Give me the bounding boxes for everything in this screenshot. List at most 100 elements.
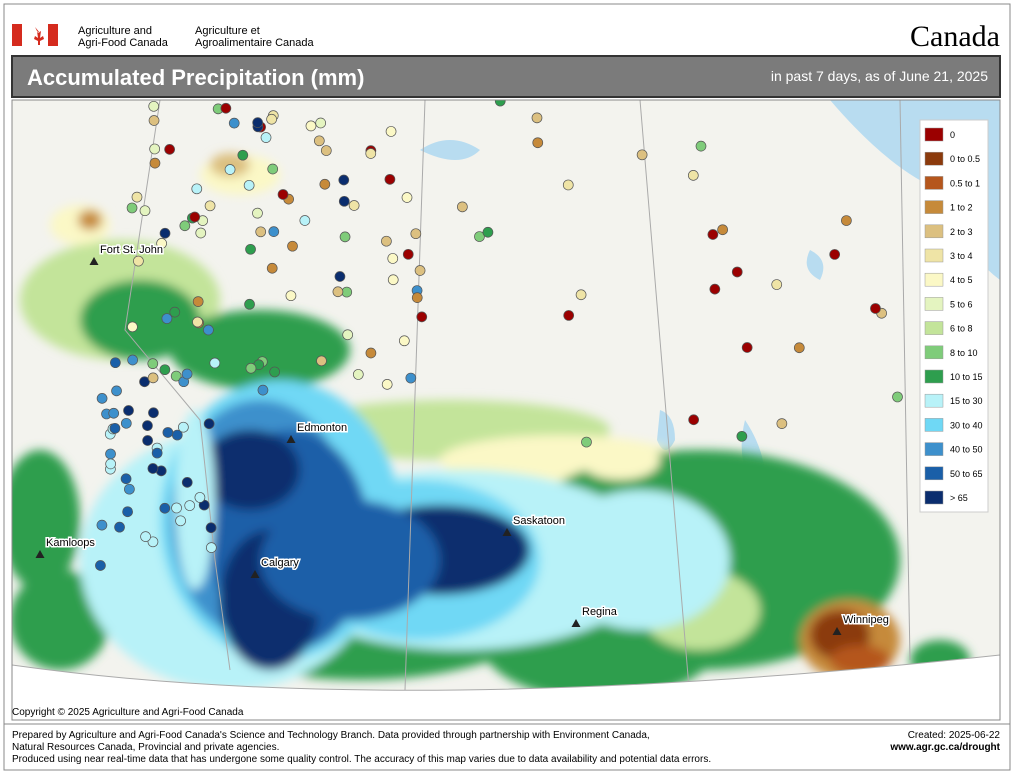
legend-swatch <box>924 224 944 239</box>
station <box>192 316 203 328</box>
station <box>147 372 159 384</box>
station <box>736 430 748 442</box>
station <box>148 115 160 126</box>
station <box>162 427 174 438</box>
city-label: Fort St. John <box>100 244 163 256</box>
station <box>401 192 413 203</box>
station <box>365 347 377 359</box>
station <box>159 364 171 376</box>
station <box>260 132 272 143</box>
legend: 0 0 to 0.5 0.5 to 1 1 to 2 2 to 3 3 to 4 4 to … <box>919 119 989 513</box>
station <box>181 477 193 488</box>
station <box>169 306 181 318</box>
city-marker <box>250 570 260 578</box>
station <box>305 120 317 132</box>
station <box>636 149 648 161</box>
map <box>12 100 1000 720</box>
city-marker <box>502 528 512 536</box>
station <box>245 243 256 255</box>
station <box>482 226 494 238</box>
flag-logo <box>12 24 58 46</box>
station <box>205 522 217 534</box>
legend-swatch <box>924 490 944 505</box>
station <box>109 422 121 434</box>
legend-swatch <box>924 176 944 190</box>
station <box>474 231 485 242</box>
precip-zone <box>260 500 440 620</box>
station <box>209 357 221 369</box>
precip-zone <box>170 310 350 390</box>
station <box>131 191 143 203</box>
station <box>126 202 138 214</box>
org-en: Agriculture and <box>78 25 152 37</box>
station <box>339 231 351 243</box>
station <box>192 296 204 307</box>
station <box>105 458 116 470</box>
precip-zone <box>80 280 200 360</box>
station <box>269 366 281 378</box>
station <box>203 324 214 336</box>
boundaries <box>124 100 911 701</box>
station <box>149 157 161 169</box>
station <box>175 515 186 527</box>
title-bar <box>11 55 1001 98</box>
station <box>171 502 182 514</box>
station <box>313 135 325 147</box>
precip-zone <box>78 210 102 230</box>
city-label: Calgary <box>261 557 299 569</box>
station <box>178 421 189 433</box>
station <box>110 357 121 369</box>
station <box>266 262 278 274</box>
station <box>387 253 399 264</box>
station <box>562 179 574 191</box>
legend-label: 50 to 65 <box>950 469 983 479</box>
precip-zone <box>550 490 730 630</box>
legend-label: 2 to 3 <box>950 227 973 237</box>
station <box>111 385 122 397</box>
city-marker <box>832 627 842 635</box>
station <box>96 519 108 531</box>
station <box>159 502 171 514</box>
station <box>319 178 331 190</box>
station <box>581 436 592 448</box>
station <box>285 290 297 302</box>
station <box>95 560 106 571</box>
station <box>332 286 344 298</box>
legend-swatch <box>924 369 944 384</box>
legend-label: 30 to 40 <box>950 420 983 430</box>
south-border <box>12 654 1000 720</box>
station <box>159 227 171 239</box>
station <box>352 369 364 380</box>
footer-line: Produced using near real-time data that … <box>12 754 711 765</box>
station <box>252 207 263 219</box>
station <box>531 112 543 124</box>
created: Created: 2025-06-22 <box>908 730 1001 741</box>
station <box>133 255 144 267</box>
station <box>245 362 257 374</box>
station <box>776 418 788 429</box>
map-frame <box>11 99 1001 721</box>
station <box>170 370 182 382</box>
legend-swatch <box>924 200 944 214</box>
legend-label: 5 to 6 <box>950 299 973 309</box>
station <box>114 521 125 533</box>
city-marker <box>286 435 296 443</box>
station <box>381 379 393 390</box>
station <box>563 310 575 321</box>
station <box>416 311 428 323</box>
station <box>414 265 426 276</box>
station <box>127 321 138 333</box>
station <box>575 289 587 301</box>
station <box>195 227 207 239</box>
station <box>494 100 506 107</box>
station <box>204 200 216 212</box>
precip-zone <box>200 430 300 510</box>
station <box>688 414 700 426</box>
station <box>870 303 881 314</box>
station <box>457 201 468 213</box>
station <box>771 279 783 290</box>
station <box>105 448 116 460</box>
station <box>243 179 255 191</box>
station <box>148 100 160 112</box>
